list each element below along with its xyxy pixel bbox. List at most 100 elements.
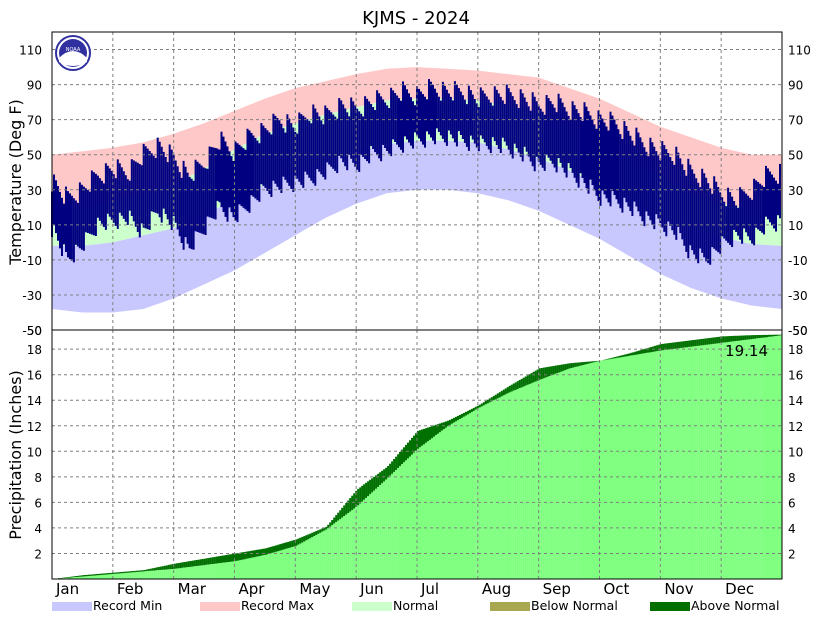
- normal-precip-bar: [341, 517, 344, 579]
- normal-precip-bar: [520, 387, 523, 579]
- normal-precip-bar: [746, 339, 749, 579]
- noaa-logo-text: NOAA: [66, 47, 81, 53]
- above-normal-bar: [676, 342, 679, 349]
- precipitation-tick-label-right: 18: [788, 343, 803, 357]
- normal-precip-bar: [726, 342, 729, 579]
- above-normal-bar: [520, 378, 523, 388]
- normal-precip-bar: [512, 390, 515, 579]
- above-normal-bar: [66, 577, 69, 578]
- above-normal-bar: [259, 549, 262, 556]
- normal-precip-bar: [193, 566, 196, 579]
- normal-precip-bar: [99, 575, 102, 579]
- normal-precip-bar: [470, 412, 473, 579]
- precipitation-tick-label-right: 6: [788, 496, 796, 510]
- above-normal-bar: [444, 421, 447, 428]
- normal-precip-bar: [646, 352, 649, 579]
- above-normal-bar: [121, 571, 124, 574]
- above-normal-bar: [317, 530, 320, 534]
- above-normal-bar: [758, 335, 761, 339]
- above-normal-bar: [532, 371, 535, 383]
- above-normal-bar: [694, 339, 697, 347]
- normal-precip-bar: [265, 554, 268, 579]
- above-normal-bar: [323, 527, 326, 531]
- above-normal-bar: [538, 368, 541, 380]
- normal-precip-bar: [435, 435, 438, 579]
- normal-precip-bar: [456, 420, 459, 579]
- precipitation-tick-label-right: 8: [788, 471, 796, 485]
- normal-precip-bar: [259, 555, 262, 579]
- normal-precip-bar: [714, 343, 717, 579]
- normal-precip-bar: [257, 556, 260, 579]
- normal-precip-bar: [720, 342, 723, 579]
- normal-precip-bar: [544, 377, 547, 579]
- above-normal-bar: [460, 413, 463, 418]
- normal-precip-bar: [345, 514, 348, 579]
- normal-precip-bar: [620, 357, 623, 579]
- normal-precip-bar: [532, 382, 535, 579]
- legend-swatch: [352, 602, 392, 611]
- above-normal-bar: [596, 360, 599, 362]
- normal-precip-bar: [596, 361, 599, 579]
- normal-precip-bar: [474, 409, 477, 579]
- temperature-axis-label: Temperature (Deg F): [6, 99, 25, 266]
- normal-precip-bar: [616, 357, 619, 579]
- normal-precip-bar: [211, 564, 214, 579]
- normal-precip-bar: [83, 576, 86, 579]
- normal-precip-bar: [107, 574, 110, 579]
- above-normal-bar: [297, 538, 300, 545]
- normal-precip-bar: [524, 385, 527, 579]
- normal-precip-bar: [494, 399, 497, 579]
- above-normal-bar: [375, 475, 378, 489]
- normal-precip-bar: [359, 503, 362, 579]
- normal-precip-bar: [101, 574, 104, 579]
- legend-swatch: [52, 602, 92, 611]
- above-normal-bar: [291, 540, 294, 547]
- normal-precip-bar: [768, 336, 771, 579]
- normal-precip-bar: [133, 572, 136, 579]
- normal-precip-bar: [137, 571, 140, 579]
- above-normal-bar: [331, 520, 334, 526]
- above-normal-bar: [644, 348, 647, 354]
- above-normal-bar: [101, 573, 104, 575]
- normal-precip-bar: [353, 508, 356, 579]
- normal-precip-bar: [496, 398, 499, 579]
- normal-precip-bar: [201, 565, 204, 579]
- normal-precip-bar: [347, 513, 350, 579]
- normal-precip-bar: [644, 353, 647, 579]
- normal-precip-bar: [93, 575, 96, 579]
- above-normal-bar: [239, 552, 242, 561]
- above-normal-bar: [359, 487, 362, 504]
- above-normal-bar: [135, 570, 138, 572]
- above-normal-bar: [133, 570, 136, 573]
- normal-precip-bar: [403, 462, 406, 579]
- above-normal-bar: [119, 572, 122, 574]
- normal-precip-bar: [582, 364, 585, 579]
- normal-precip-bar: [159, 570, 162, 579]
- normal-precip-bar: [504, 394, 507, 579]
- normal-precip-bar: [349, 511, 352, 579]
- above-normal-bar: [75, 576, 78, 577]
- above-normal-bar: [592, 361, 595, 363]
- above-normal-bar: [177, 563, 180, 569]
- normal-precip-bar: [556, 373, 559, 579]
- normal-precip-bar: [750, 339, 753, 579]
- above-normal-bar: [576, 362, 579, 367]
- normal-precip-bar: [438, 432, 441, 579]
- normal-precip-bar: [121, 573, 124, 579]
- normal-precip-bar: [333, 523, 336, 579]
- normal-precip-bar: [694, 346, 697, 579]
- above-normal-bar: [107, 573, 110, 575]
- month-label: Apr: [239, 580, 266, 598]
- above-normal-bar: [243, 552, 246, 560]
- temperature-tick-label-right: 30: [788, 184, 803, 198]
- above-normal-bar: [153, 567, 156, 571]
- normal-precip-bar: [267, 554, 270, 579]
- normal-precip-bar: [219, 563, 222, 579]
- above-normal-bar: [762, 334, 765, 338]
- normal-precip-bar: [427, 441, 430, 579]
- normal-precip-bar: [534, 381, 537, 579]
- normal-precip-bar: [778, 335, 781, 579]
- above-normal-bar: [301, 536, 304, 543]
- normal-precip-bar: [431, 438, 434, 579]
- above-normal-bar: [610, 357, 613, 359]
